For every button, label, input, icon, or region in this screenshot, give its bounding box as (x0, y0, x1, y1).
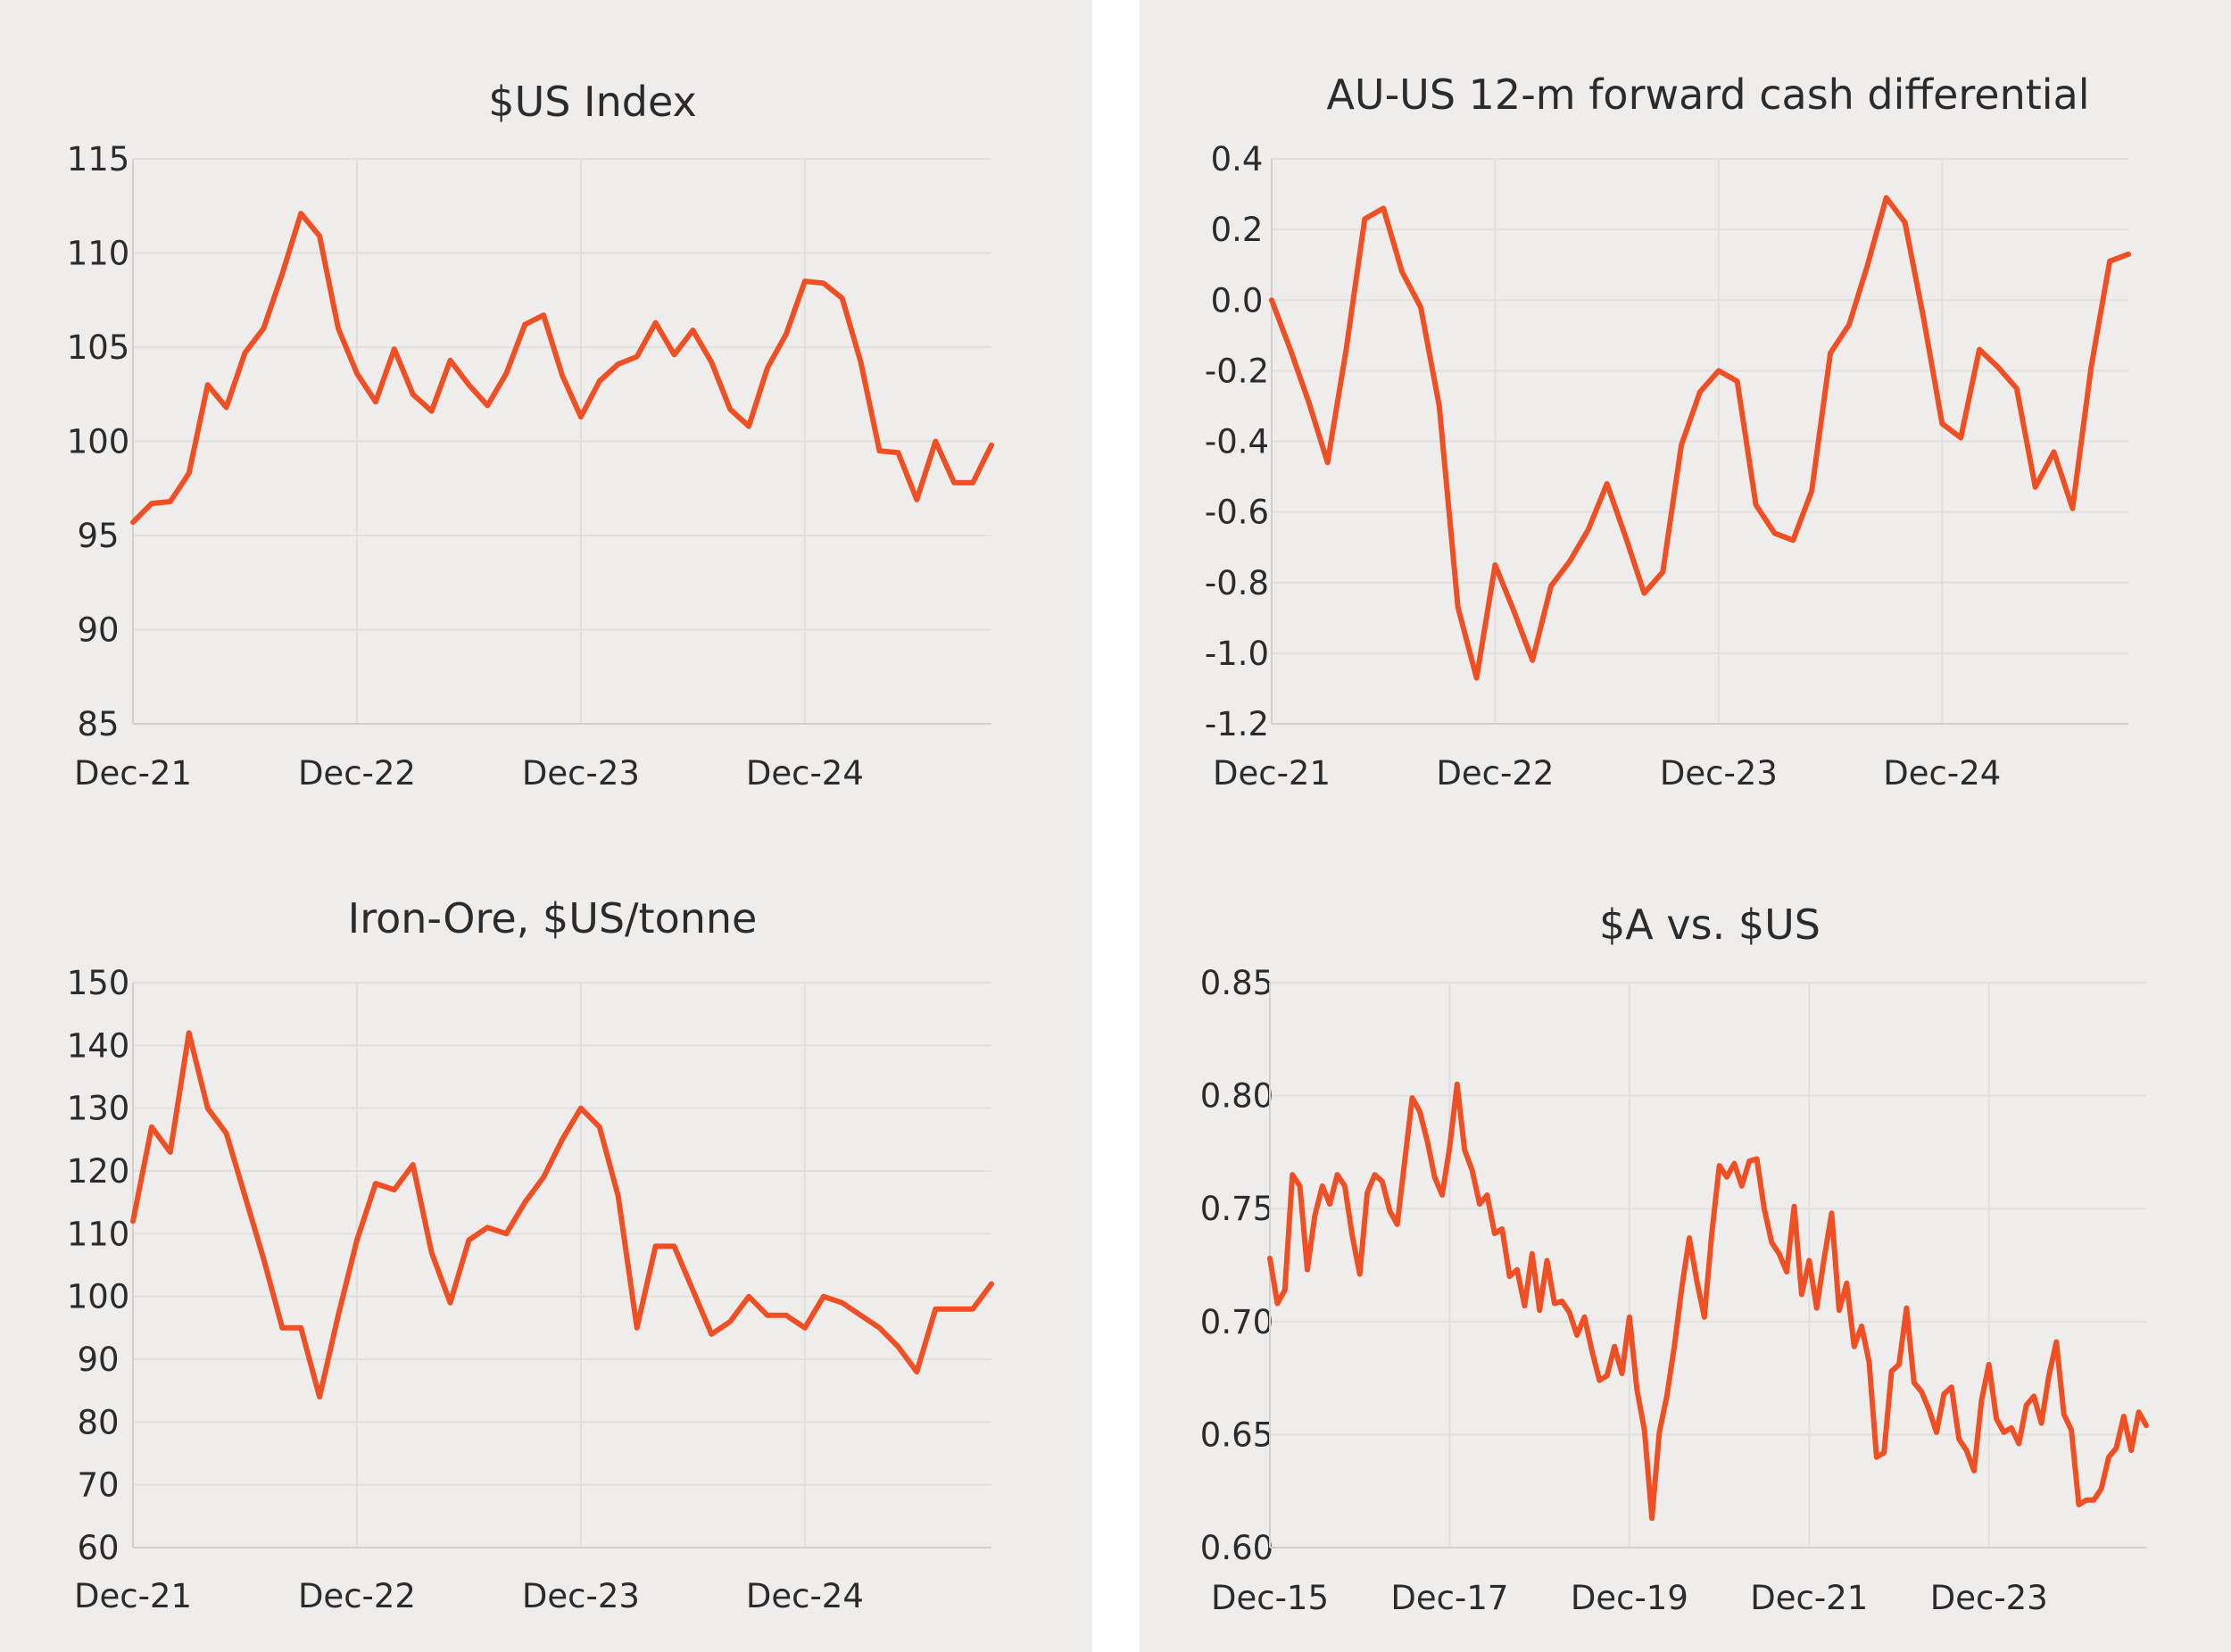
chart-title: $US Index (488, 78, 696, 126)
y-tick-label: 90 (77, 1341, 119, 1379)
x-tick-label: Dec-22 (298, 754, 416, 793)
x-tick-label: Dec-23 (1930, 1579, 2048, 1617)
y-tick-label: -0.4 (1205, 423, 1269, 461)
x-tick-label: Dec-24 (746, 1577, 864, 1615)
series-line (130, 1030, 994, 1400)
y-tick-label: 60 (77, 1529, 119, 1567)
chart-iron-ore: Iron-Ore, $US/tonne 150 140 130 120 110 100 90… (67, 894, 994, 1615)
y-tick-label: 0.60 (1200, 1529, 1273, 1567)
x-tick-label: Dec-21 (74, 754, 192, 793)
x-tick-label: Dec-21 (1213, 754, 1331, 793)
y-tick-label: 110 (67, 235, 130, 273)
y-tick-label: 0.4 (1211, 140, 1264, 178)
x-tick-label: Dec-23 (522, 1577, 640, 1615)
y-tick-label: 105 (67, 328, 130, 367)
y-tick-label: 100 (67, 423, 130, 461)
y-tick-label: 100 (67, 1278, 130, 1316)
y-tick-label: -1.0 (1205, 635, 1269, 673)
y-tick-label: 0.0 (1211, 281, 1264, 320)
x-tick-label: Dec-17 (1390, 1579, 1508, 1617)
y-tick-label: 0.65 (1200, 1415, 1273, 1454)
x-tick-label: Dec-23 (522, 754, 640, 793)
chart-aud-usd: $A vs. $US 0.85 0.80 0.75 0.70 0.65 0.60 Dec-1… (1200, 901, 2149, 1617)
x-tick-label: Dec-22 (298, 1577, 416, 1615)
x-tick-label: Dec-22 (1436, 754, 1554, 793)
y-tick-label: 95 (77, 517, 119, 555)
y-tick-label: 0.2 (1211, 211, 1264, 249)
x-tick-label: Dec-21 (74, 1577, 192, 1615)
x-tick-label: Dec-19 (1571, 1579, 1688, 1617)
y-tick-label: 0.85 (1200, 964, 1273, 1002)
y-tick-label: 110 (67, 1215, 130, 1253)
y-tick-label: 0.80 (1200, 1077, 1273, 1116)
series-line (1269, 195, 2131, 681)
y-tick-label: 70 (77, 1466, 119, 1505)
x-tick-label: Dec-24 (746, 754, 864, 793)
y-tick-label: -0.2 (1205, 352, 1269, 390)
x-tick-label: Dec-21 (1750, 1579, 1868, 1617)
y-tick-label: 80 (77, 1403, 119, 1441)
x-tick-label: Dec-15 (1211, 1579, 1329, 1617)
y-tick-label: 120 (67, 1152, 130, 1191)
y-tick-label: 90 (77, 611, 119, 650)
y-tick-label: -0.8 (1205, 564, 1269, 602)
chart-title: Iron-Ore, $US/tonne (348, 894, 758, 942)
series-line (130, 211, 994, 526)
y-tick-label: 0.75 (1200, 1190, 1273, 1228)
left-panel-background (0, 0, 1092, 1652)
y-tick-label: 150 (67, 964, 130, 1002)
y-tick-label: 85 (77, 705, 119, 743)
x-tick-label: Dec-23 (1660, 754, 1778, 793)
y-tick-label: 140 (67, 1026, 130, 1065)
x-tick-label: Dec-24 (1883, 754, 2001, 793)
y-tick-label: -0.6 (1205, 494, 1269, 532)
chart-title: $A vs. $US (1599, 901, 1820, 949)
chart-title: AU-US 12-m forward cash differential (1326, 71, 2089, 119)
y-tick-label: 115 (67, 140, 130, 178)
series-line (1267, 1081, 2149, 1522)
chart-au-us-differential: AU-US 12-m forward cash differential 0.4… (1205, 71, 2131, 793)
chart-usd-index: $US Index 115 110 105 100 95 90 85 Dec-21 Dec-22… (67, 78, 994, 793)
y-tick-label: 130 (67, 1090, 130, 1128)
y-tick-label: -1.2 (1205, 705, 1269, 743)
y-tick-label: 0.70 (1200, 1303, 1273, 1341)
